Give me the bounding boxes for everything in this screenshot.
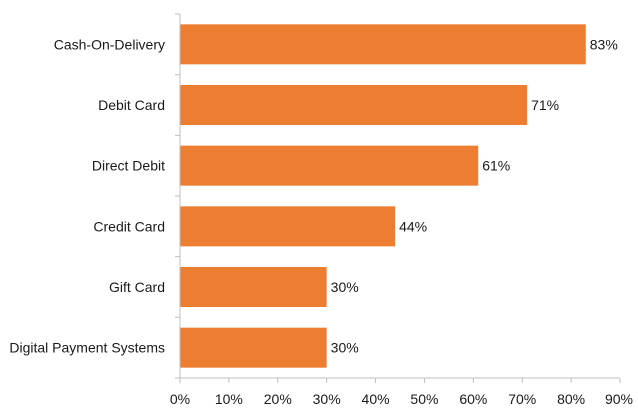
x-tick-label: 70% (508, 391, 536, 407)
category-labels-group: Cash-On-Delivery Debit Card Direct Debit Cr… (9, 36, 165, 355)
category-label: Direct Debit (92, 158, 165, 174)
data-label: 61% (482, 158, 510, 174)
bar (180, 327, 327, 368)
data-label: 71% (531, 97, 559, 113)
x-tick-label: 50% (410, 391, 438, 407)
x-tick-label: 90% (605, 391, 633, 407)
axes-group (179, 14, 620, 379)
bar (180, 85, 528, 125)
category-label: Credit Card (93, 218, 165, 234)
bars-group (180, 24, 586, 368)
x-tick-label: 30% (313, 391, 341, 407)
x-ticks-group: 0% 10% 20% 30% 40% 50% 60% 70% 80% 90% (170, 13, 633, 407)
category-label: Debit Card (98, 97, 165, 113)
x-tick-label: 40% (362, 391, 390, 407)
category-label: Gift Card (109, 279, 165, 295)
data-labels-group: 83% 71% 61% 44% 30% 30% (331, 36, 618, 355)
x-tick-label: 80% (557, 391, 585, 407)
bar (180, 206, 396, 247)
x-tick-label: 60% (459, 391, 487, 407)
x-tick-label: 10% (215, 391, 243, 407)
bar (180, 24, 586, 65)
data-label: 83% (590, 36, 618, 52)
x-tick-label: 0% (170, 391, 190, 407)
data-label: 44% (399, 218, 427, 234)
x-tick-label: 20% (264, 391, 292, 407)
category-label: Digital Payment Systems (9, 340, 165, 356)
bar (180, 145, 479, 186)
bar (180, 267, 327, 307)
data-label: 30% (331, 279, 359, 295)
category-label: Cash-On-Delivery (54, 36, 165, 52)
data-label: 30% (331, 340, 359, 356)
